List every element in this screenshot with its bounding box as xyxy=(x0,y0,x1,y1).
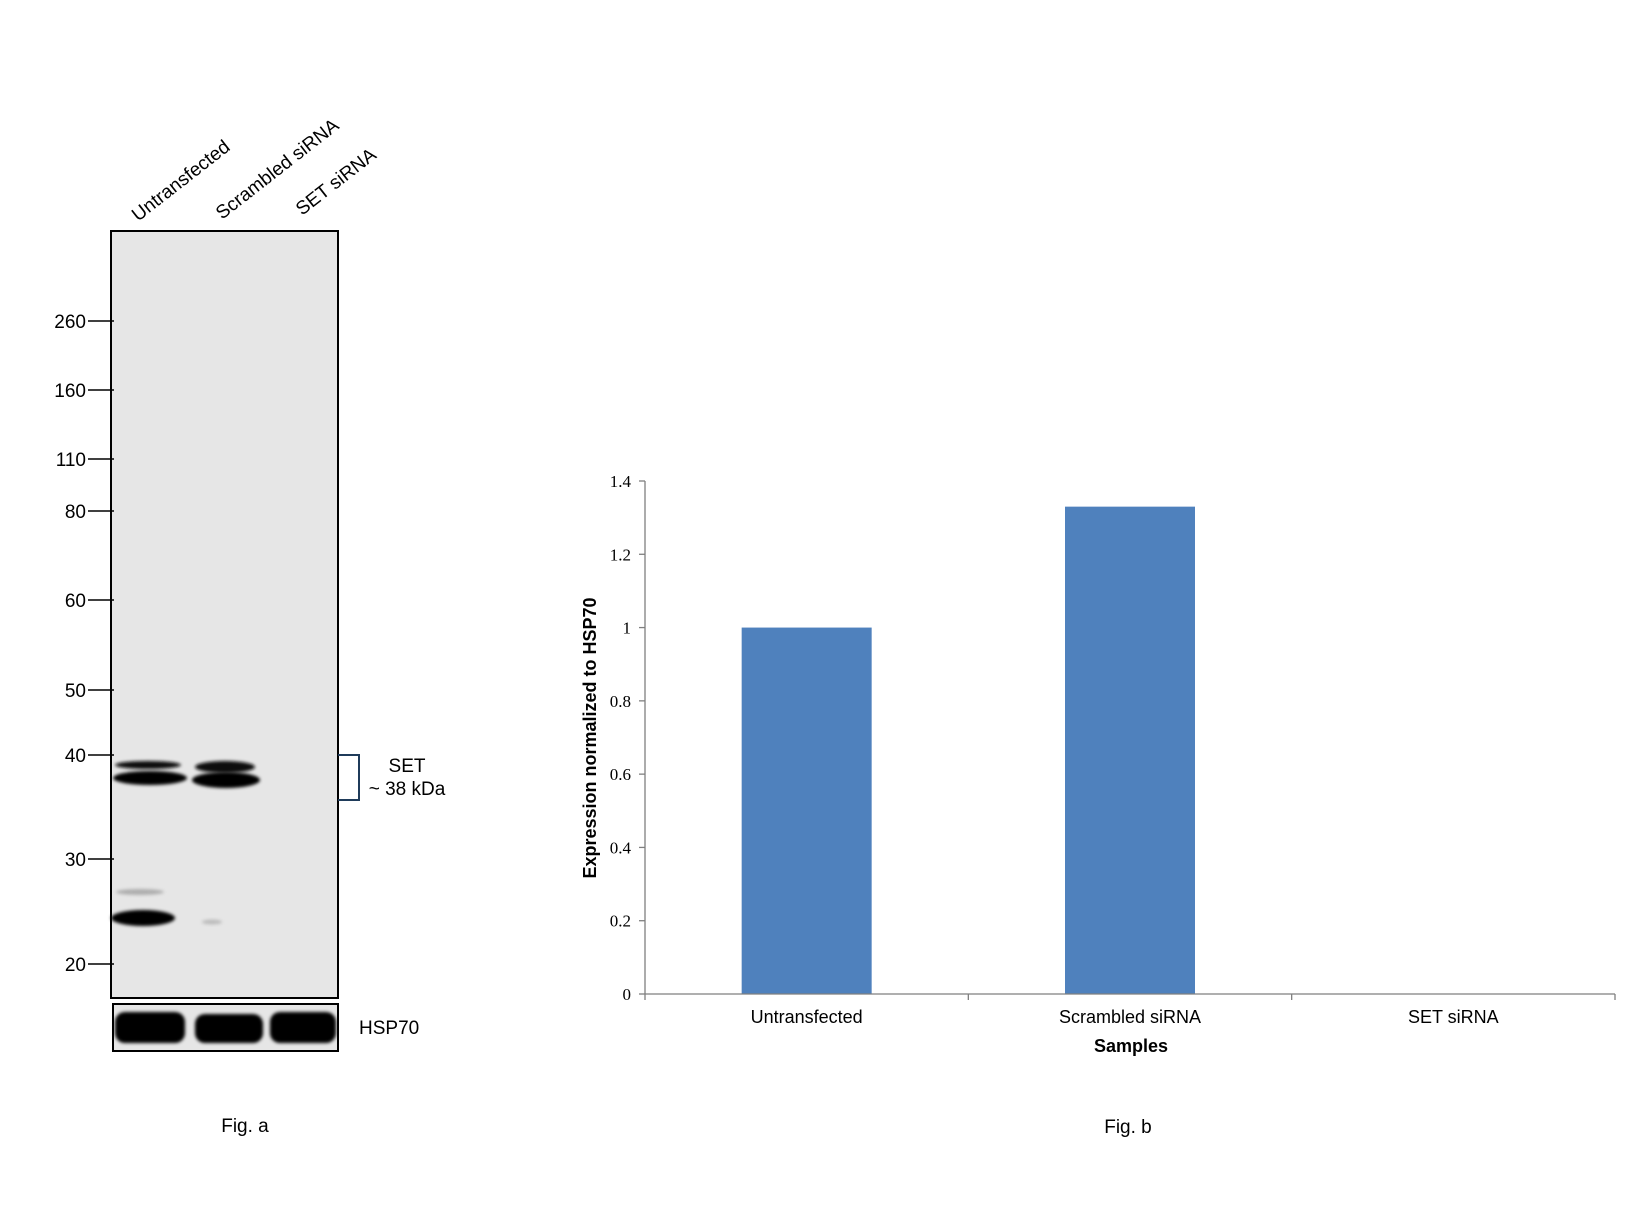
mw-marker-30: 30 xyxy=(65,850,114,871)
bar-untransfected xyxy=(741,627,872,994)
loading-control-label: HSP70 xyxy=(359,1018,419,1039)
bars-group xyxy=(741,506,1195,994)
mw-label-20: 20 xyxy=(65,955,86,976)
mw-label-160: 160 xyxy=(54,381,86,402)
mw-label-80: 80 xyxy=(65,502,86,523)
x-axis-categories: Untransfected Scrambled siRNA SET siRNA xyxy=(644,994,1616,1027)
x-axis-label: Samples xyxy=(1094,1036,1168,1056)
y-tick-label: 0.6 xyxy=(610,765,631,784)
band-lane-scrambled-sirna xyxy=(192,761,260,925)
y-axis-label: Expression normalized to HSP70 xyxy=(580,597,600,878)
bar-scrambled-sirna xyxy=(1065,506,1195,994)
x-category-label: Untransfected xyxy=(751,1007,863,1027)
mw-marker-50: 50 xyxy=(65,681,114,702)
mw-label-30: 30 xyxy=(65,850,86,871)
y-tick-label: 1 xyxy=(623,619,632,638)
mw-label-50: 50 xyxy=(65,681,86,702)
mw-marker-260: 260 xyxy=(54,312,114,333)
y-tick-label: 0 xyxy=(623,985,632,1004)
mw-label-40: 40 xyxy=(65,746,86,767)
figure-a-caption: Fig. a xyxy=(221,1116,269,1137)
y-tick-label: 0.2 xyxy=(610,912,631,931)
y-tick-label: 0.4 xyxy=(610,838,632,857)
bar-chart: 0 0.2 0.4 0.6 0.8 1 1.2 1.4 Untransfected Scramb… xyxy=(580,472,1616,1138)
mw-label-260: 260 xyxy=(54,312,86,333)
mw-marker-60: 60 xyxy=(65,591,114,612)
y-axis-ticks: 0 0.2 0.4 0.6 0.8 1 1.2 1.4 xyxy=(610,472,645,1004)
mw-label-110: 110 xyxy=(56,450,86,471)
x-category-label: Scrambled siRNA xyxy=(1059,1007,1201,1027)
figure-b-caption: Fig. b xyxy=(1104,1117,1152,1138)
set-band-size: ~ 38 kDa xyxy=(369,779,446,800)
mw-marker-40: 40 xyxy=(65,746,114,767)
mw-marker-20: 20 xyxy=(65,955,114,976)
lane-label-scrambled-sirna: Scrambled siRNA xyxy=(212,115,343,224)
x-category-label: SET siRNA xyxy=(1408,1007,1499,1027)
set-band-bracket xyxy=(338,754,360,801)
band-lane-untransfected xyxy=(111,761,187,926)
hsp70-bands xyxy=(115,1012,336,1043)
mw-label-60: 60 xyxy=(65,591,86,612)
mw-marker-160: 160 xyxy=(54,381,114,402)
western-blot-figure: Untransfected Scrambled siRNA SET siRNA … xyxy=(54,115,446,1137)
mw-marker-110: 110 xyxy=(56,450,114,471)
mw-marker-80: 80 xyxy=(65,502,114,523)
blot-membrane xyxy=(110,230,339,999)
y-tick-label: 1.2 xyxy=(610,545,631,564)
set-band-label: SET xyxy=(389,756,426,777)
y-tick-label: 1.4 xyxy=(610,472,632,491)
y-tick-label: 0.8 xyxy=(610,692,631,711)
